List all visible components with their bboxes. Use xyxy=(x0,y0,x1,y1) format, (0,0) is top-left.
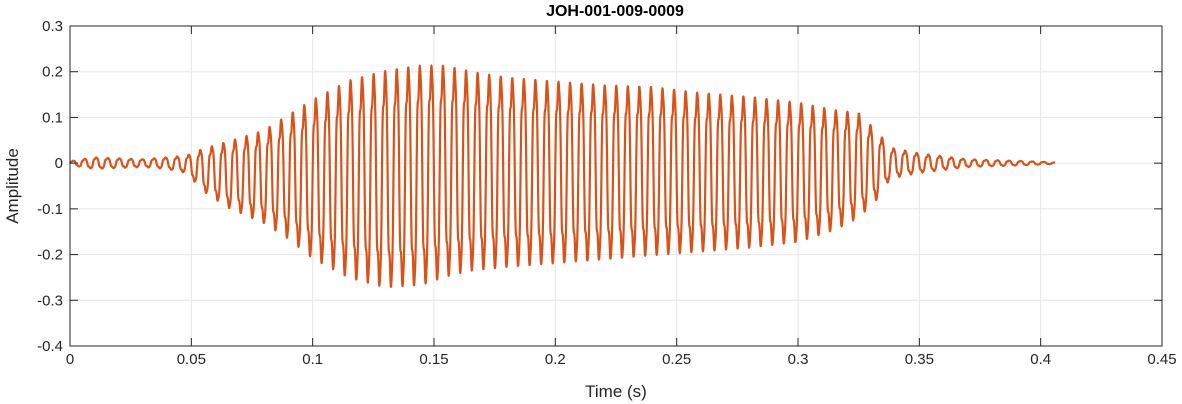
y-tick-label: 0.2 xyxy=(42,64,63,81)
y-tick-label: -0.4 xyxy=(37,338,63,355)
y-tick-label: -0.2 xyxy=(37,247,63,264)
chart-title: JOH-001-009-0009 xyxy=(546,3,684,20)
x-tick-label: 0.25 xyxy=(662,351,691,368)
x-axis-label: Time (s) xyxy=(585,382,647,401)
tick-labels: 0 0.05 0.1 0.15 0.2 0.25 0.3 0.35 0.4 0.45 -0.4 -0.… xyxy=(37,18,1176,368)
y-tick-label: -0.3 xyxy=(37,292,63,309)
plot-frame xyxy=(69,25,1163,347)
x-tick-label: 0.45 xyxy=(1147,351,1176,368)
x-tick-label: 0.15 xyxy=(419,351,448,368)
x-tick-label: 0.05 xyxy=(177,351,206,368)
tick-marks xyxy=(69,25,1163,347)
y-tick-label: 0.3 xyxy=(42,18,63,35)
x-tick-label: 0.3 xyxy=(788,351,809,368)
x-tick-label: 0.4 xyxy=(1030,351,1051,368)
series-group xyxy=(69,64,1057,288)
x-tick-label: 0.1 xyxy=(302,351,323,368)
y-tick-label: -0.1 xyxy=(37,201,63,218)
y-axis-label: Amplitude xyxy=(3,148,22,224)
plot-area xyxy=(70,26,1162,346)
x-tick-label: 0 xyxy=(66,351,74,368)
x-tick-label: 0.35 xyxy=(905,351,934,368)
series-line-0 xyxy=(69,64,1057,288)
x-tick-label: 0.2 xyxy=(545,351,566,368)
y-tick-label: 0.1 xyxy=(42,109,63,126)
y-tick-label: 0 xyxy=(55,155,63,172)
